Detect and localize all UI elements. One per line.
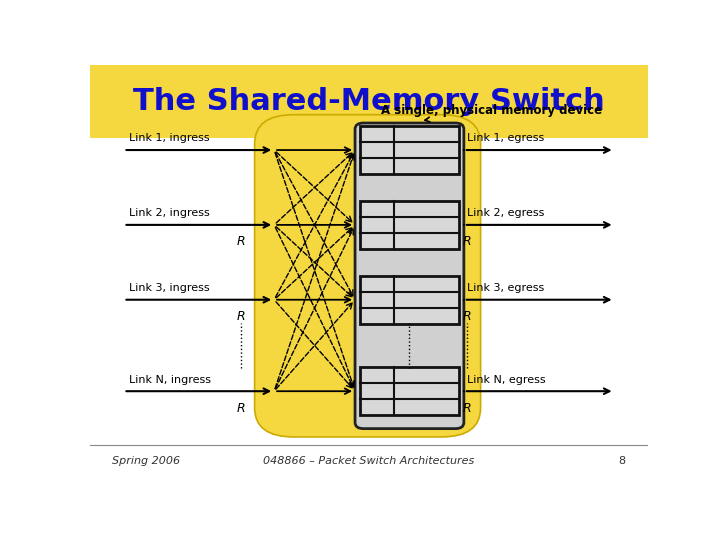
Bar: [359, 126, 459, 174]
Text: Spring 2006: Spring 2006: [112, 456, 181, 465]
FancyBboxPatch shape: [90, 65, 648, 138]
Text: Link 2, egress: Link 2, egress: [467, 208, 544, 218]
FancyBboxPatch shape: [255, 114, 481, 437]
Text: 8: 8: [618, 456, 626, 465]
Text: R: R: [462, 402, 471, 415]
Text: Link 3, egress: Link 3, egress: [467, 283, 544, 293]
Bar: [359, 276, 459, 323]
Text: R: R: [236, 402, 245, 415]
Text: 048866 – Packet Switch Architectures: 048866 – Packet Switch Architectures: [264, 456, 474, 465]
Bar: [359, 367, 459, 415]
Text: R: R: [236, 235, 245, 248]
Text: Link 2, ingress: Link 2, ingress: [129, 208, 210, 218]
Text: A single, physical memory device: A single, physical memory device: [381, 104, 603, 122]
Text: Link 1, ingress: Link 1, ingress: [129, 133, 210, 144]
Text: Link N, ingress: Link N, ingress: [129, 375, 211, 384]
Bar: [359, 201, 459, 249]
Text: R: R: [462, 235, 471, 248]
Text: R: R: [462, 310, 471, 323]
FancyBboxPatch shape: [355, 123, 464, 429]
Text: Link 3, ingress: Link 3, ingress: [129, 283, 210, 293]
Text: R: R: [236, 310, 245, 323]
Text: Link N, egress: Link N, egress: [467, 375, 545, 384]
Text: Link 1, egress: Link 1, egress: [467, 133, 544, 144]
Text: The Shared-Memory Switch: The Shared-Memory Switch: [133, 87, 605, 116]
